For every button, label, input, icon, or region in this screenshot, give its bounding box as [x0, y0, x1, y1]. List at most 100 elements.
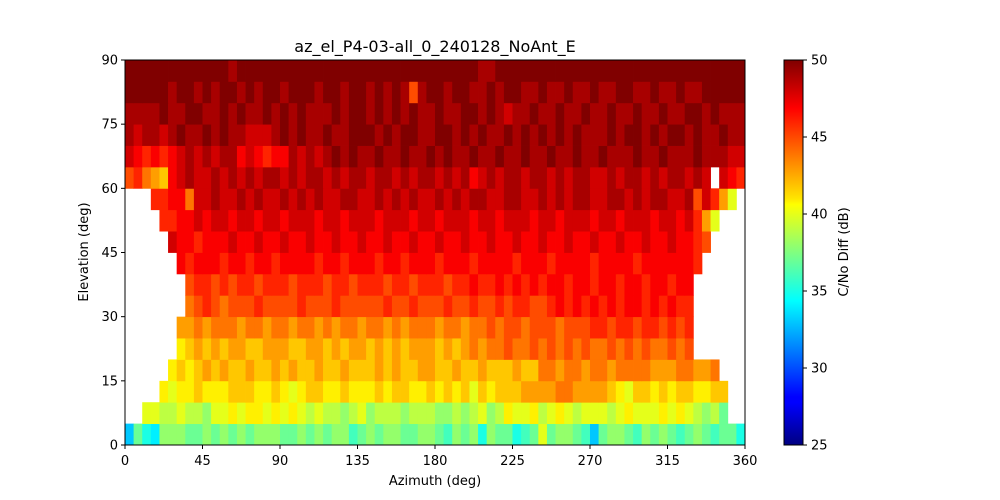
- heatmap-cell: [176, 60, 186, 82]
- heatmap-cell: [590, 81, 600, 104]
- heatmap-cell: [572, 145, 582, 168]
- heatmap-cell: [486, 209, 496, 232]
- heatmap-cell: [391, 273, 401, 296]
- heatmap-cell: [650, 273, 660, 296]
- heatmap-cell: [168, 60, 178, 82]
- heatmap-cell: [193, 402, 203, 425]
- heatmap-cell: [529, 402, 539, 425]
- heatmap-cell: [641, 166, 651, 189]
- heatmap-cell: [676, 423, 686, 446]
- heatmap-cell: [658, 252, 668, 275]
- heatmap-cell: [228, 209, 238, 232]
- heatmap-cell: [348, 102, 358, 125]
- heatmap-cell: [271, 252, 281, 275]
- heatmap-cell: [288, 359, 298, 382]
- heatmap-cell: [391, 359, 401, 382]
- heatmap-cell: [202, 124, 212, 146]
- heatmap-cell: [564, 252, 574, 275]
- heatmap-cell: [314, 188, 324, 211]
- heatmap-cell: [701, 402, 711, 425]
- heatmap-cell: [710, 81, 720, 104]
- heatmap-cell: [426, 209, 436, 232]
- heatmap-cell: [245, 102, 255, 125]
- heatmap-cell: [357, 380, 367, 403]
- heatmap-cell: [615, 295, 625, 318]
- heatmap-cell: [168, 166, 178, 189]
- heatmap-cell: [435, 60, 445, 82]
- y-tick-label: 75: [101, 118, 118, 133]
- heatmap-cell: [159, 380, 169, 403]
- heatmap-cell: [271, 359, 281, 382]
- heatmap-cell: [262, 231, 272, 253]
- heatmap-cell: [719, 380, 729, 403]
- heatmap-cell: [572, 252, 582, 275]
- heatmap-cell: [280, 166, 290, 189]
- heatmap-cell: [701, 60, 711, 82]
- heatmap-cell: [435, 188, 445, 211]
- heatmap-cell: [615, 359, 625, 382]
- heatmap-cell: [305, 273, 315, 296]
- y-axis-ticks: 0 15 30 45 60 75 90: [101, 54, 125, 454]
- heatmap-cell: [486, 102, 496, 125]
- heatmap-cell: [598, 295, 608, 318]
- heatmap-cell: [615, 316, 625, 339]
- heatmap-cell: [426, 252, 436, 275]
- heatmap-cell: [323, 423, 333, 446]
- heatmap-cell: [426, 402, 436, 425]
- heatmap-cell: [684, 102, 694, 125]
- heatmap-cell: [667, 81, 677, 104]
- heatmap-cell: [684, 124, 694, 146]
- heatmap-cell: [538, 166, 548, 189]
- heatmap-cell: [555, 81, 565, 104]
- heatmap-cell: [297, 402, 307, 425]
- heatmap-cell: [624, 145, 634, 168]
- heatmap-cell: [142, 102, 152, 125]
- heatmap-cell: [185, 145, 195, 168]
- heatmap-cell: [409, 145, 419, 168]
- heatmap-cell: [572, 231, 582, 253]
- heatmap-cell: [348, 316, 358, 339]
- heatmap-cell: [693, 60, 703, 82]
- heatmap-cell: [650, 231, 660, 253]
- heatmap-cell: [452, 380, 462, 403]
- heatmap-cell: [297, 423, 307, 446]
- heatmap-cell: [417, 252, 427, 275]
- heatmap-cell: [684, 209, 694, 232]
- heatmap-cell: [658, 338, 668, 360]
- heatmap-cell: [443, 252, 453, 275]
- colorbar-label: C/No Diff (dB): [837, 207, 852, 296]
- heatmap-cell: [607, 231, 617, 253]
- heatmap-cell: [219, 423, 229, 446]
- heatmap-cell: [202, 166, 212, 189]
- heatmap-cell: [590, 145, 600, 168]
- heatmap-cell: [478, 166, 488, 189]
- heatmap-cell: [305, 295, 315, 318]
- heatmap-cell: [538, 316, 548, 339]
- heatmap-cell: [727, 81, 737, 104]
- heatmap-cell: [538, 60, 548, 82]
- heatmap-cell: [460, 231, 470, 253]
- heatmap-cell: [400, 380, 410, 403]
- heatmap-cell: [572, 81, 582, 104]
- heatmap-cell: [323, 102, 333, 125]
- heatmap-cell: [564, 81, 574, 104]
- heatmap-cell: [667, 124, 677, 146]
- heatmap-cell: [512, 273, 522, 296]
- heatmap-cell: [331, 188, 341, 211]
- heatmap-cell: [271, 316, 281, 339]
- colorbar: [783, 59, 804, 446]
- heatmap-cell: [667, 295, 677, 318]
- heatmap-cell: [176, 145, 186, 168]
- heatmap-cell: [340, 423, 350, 446]
- heatmap-cell: [624, 380, 634, 403]
- heatmap-cell: [228, 102, 238, 125]
- heatmap-cell: [228, 60, 238, 82]
- heatmap-cell: [297, 60, 307, 82]
- heatmap-cell: [658, 102, 668, 125]
- heatmap-cell: [460, 124, 470, 146]
- heatmap-cell: [469, 316, 479, 339]
- heatmap-cell: [254, 359, 264, 382]
- heatmap-cell: [486, 402, 496, 425]
- heatmap-cell: [366, 166, 376, 189]
- heatmap-cell: [288, 252, 298, 275]
